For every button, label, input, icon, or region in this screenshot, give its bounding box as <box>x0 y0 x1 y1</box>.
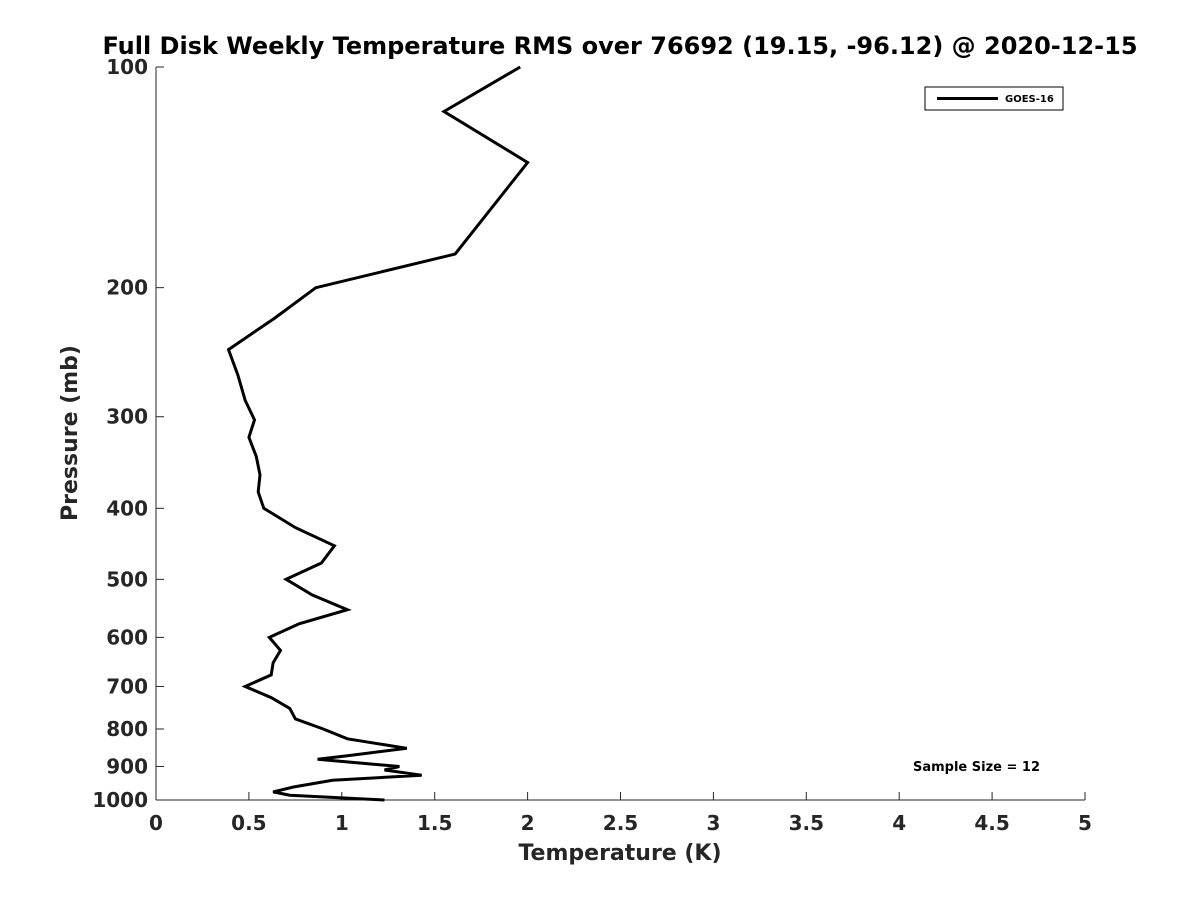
x-tick-label: 0.5 <box>231 811 266 835</box>
x-tick-label: 2 <box>521 811 535 835</box>
y-tick-label: 300 <box>106 405 148 429</box>
y-axis-label: Pressure (mb) <box>58 345 83 521</box>
x-tick-label: 3 <box>706 811 720 835</box>
x-tick-label: 4 <box>892 811 906 835</box>
x-tick-label: 5 <box>1078 811 1092 835</box>
x-tick-label: 1 <box>335 811 349 835</box>
legend-label-goes-16: GOES-16 <box>1005 94 1054 105</box>
x-tick-label: 0 <box>149 811 163 835</box>
x-tick-label: 1.5 <box>417 811 452 835</box>
y-tick-label: 900 <box>106 754 148 778</box>
chart-title: Full Disk Weekly Temperature RMS over 76… <box>102 32 1137 60</box>
y-tick-label: 500 <box>106 567 148 591</box>
y-tick-label: 100 <box>106 55 148 79</box>
x-tick-label: 3.5 <box>789 811 824 835</box>
y-tick-label: 600 <box>106 625 148 649</box>
x-axis-label: Temperature (K) <box>518 841 721 866</box>
y-tick-label: 800 <box>106 717 148 741</box>
x-tick-label: 2.5 <box>603 811 638 835</box>
y-tick-label: 200 <box>106 276 148 300</box>
legend: GOES-16 <box>924 86 1064 111</box>
sample-size-annotation: Sample Size = 12 <box>913 760 1040 775</box>
y-tick-label: 700 <box>106 674 148 698</box>
y-tick-label: 1000 <box>92 788 148 812</box>
x-tick-label: 4.5 <box>974 811 1009 835</box>
plot-area: 0 0.5 1 1.5 2 2.5 3 3.5 4 4.5 5 100 200 300 400 500 600 7… <box>92 55 1092 835</box>
y-tick-label: 400 <box>106 496 148 520</box>
